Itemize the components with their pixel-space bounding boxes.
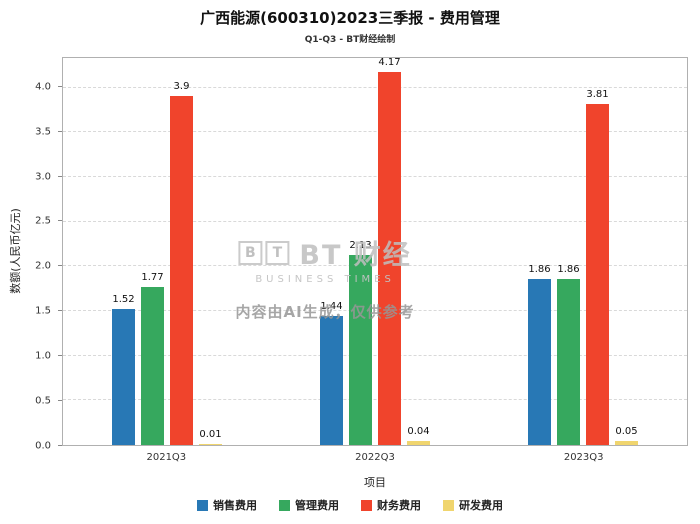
legend-label: 财务费用 <box>377 499 421 512</box>
y-tick-label: 1.5 <box>35 305 51 317</box>
bar-value-label: 0.05 <box>615 425 638 437</box>
bar-value-label: 3.9 <box>173 81 190 93</box>
legend-item-series1: 管理费用 <box>279 497 339 513</box>
bar-value-label: 1.86 <box>557 263 580 275</box>
bar-group-2021Q3: 1.52 1.77 3.9 0.01 <box>63 58 271 445</box>
y-tick-label: 0.0 <box>35 440 51 452</box>
y-tick-mark <box>58 310 62 312</box>
legend-label: 管理费用 <box>295 499 339 512</box>
bar-group-2022Q3: 1.44 2.13 4.17 0.04 <box>271 57 479 445</box>
chart-title: 广西能源(600310)2023三季报 - 费用管理 <box>200 9 500 27</box>
y-tick-mark <box>58 130 62 132</box>
bar-series0-2021Q3: 1.52 <box>112 294 135 445</box>
bar-value-label: 1.86 <box>528 263 551 275</box>
bar-value-label: 2.13 <box>349 239 372 251</box>
bar-series0-2022Q3: 1.44 <box>320 301 343 445</box>
chart-subtitle: Q1-Q3 - BT财经绘制 <box>304 35 396 45</box>
bar-series3-2021Q3: 0.01 <box>199 429 222 445</box>
y-tick-mark <box>58 220 62 222</box>
bar-value-label: 1.77 <box>141 271 164 283</box>
bar-series1-2023Q3: 1.86 <box>557 264 580 445</box>
y-tick-mark <box>58 85 62 87</box>
legend-swatch <box>443 499 454 511</box>
legend-item-series3: 研发费用 <box>443 497 503 513</box>
bar-value-label: 0.04 <box>407 426 430 438</box>
x-axis: 2021Q3 2022Q3 2023Q3 <box>62 452 688 463</box>
y-tick-label: 2.5 <box>35 215 51 227</box>
bar-value-label: 1.52 <box>112 294 135 306</box>
x-tick-label: 2023Q3 <box>563 452 604 463</box>
legend-item-series0: 销售费用 <box>197 497 257 513</box>
gridline <box>63 265 687 267</box>
gridline <box>63 175 687 177</box>
x-axis-label: 项目 <box>364 476 386 489</box>
bar-value-label: 4.17 <box>378 57 401 69</box>
y-tick-label: 1.0 <box>35 350 51 362</box>
bar-value-label: 0.01 <box>199 429 222 441</box>
gridline <box>63 86 687 88</box>
x-tick-label: 2021Q3 <box>146 452 187 463</box>
y-tick-label: 4.0 <box>35 81 51 93</box>
legend-label: 销售费用 <box>213 499 257 512</box>
y-tick-label: 3.5 <box>35 126 51 138</box>
bar-value-label: 3.81 <box>586 89 609 101</box>
gridline <box>63 220 687 222</box>
bar-series3-2022Q3: 0.04 <box>407 426 430 445</box>
x-tick-label: 2022Q3 <box>355 452 395 463</box>
y-tick-label: 2.0 <box>35 260 51 272</box>
y-tick-label: 0.5 <box>35 395 51 407</box>
bar-series1-2021Q3: 1.77 <box>141 272 164 445</box>
bar-value-label: 1.44 <box>320 301 343 313</box>
bar-series3-2023Q3: 0.05 <box>615 426 638 445</box>
y-tick-mark <box>58 265 62 267</box>
plot-area: 1.52 1.77 3.9 0.01 1.44 2.13 4.17 0.04 1.86 1.86 3… <box>62 57 688 446</box>
legend-item-series2: 财务费用 <box>361 497 421 513</box>
bar-series2-2021Q3: 3.9 <box>170 81 193 445</box>
y-axis: 0.0 0.5 1.0 1.5 2.0 2.5 3.0 3.5 4.0 <box>0 57 62 452</box>
y-tick-mark <box>58 400 62 402</box>
y-tick-mark <box>58 445 62 446</box>
legend-swatch <box>279 499 290 511</box>
gridline <box>63 354 687 356</box>
legend-swatch <box>361 499 372 511</box>
bar-group-2023Q3: 1.86 1.86 3.81 0.05 <box>479 58 687 445</box>
chart-legend: 销售费用 管理费用 财务费用 研发费用 <box>0 497 700 513</box>
y-tick-label: 3.0 <box>35 171 51 182</box>
bar-groups: 1.52 1.77 3.9 0.01 1.44 2.13 4.17 0.04 1.86 1.86 3… <box>63 57 687 445</box>
y-tick-mark <box>58 175 62 177</box>
gridline <box>63 131 687 133</box>
legend-label: 研发费用 <box>459 499 503 512</box>
y-tick-mark <box>58 355 62 357</box>
bar-series2-2023Q3: 3.81 <box>586 89 609 445</box>
gridline <box>63 399 687 401</box>
bar-series0-2023Q3: 1.86 <box>528 264 551 445</box>
legend-swatch <box>197 499 208 511</box>
bar-series2-2022Q3: 4.17 <box>378 57 401 445</box>
bar-series1-2022Q3: 2.13 <box>349 240 372 445</box>
gridline <box>63 309 687 311</box>
